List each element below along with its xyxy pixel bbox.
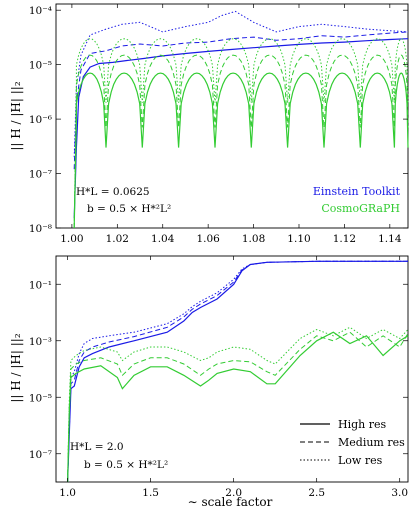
y-tick-label: 10⁻⁷ bbox=[29, 449, 52, 461]
x-tick-label: 3.0 bbox=[391, 487, 408, 499]
bottom-y-axis-label: || H / |H| ||₂ bbox=[9, 333, 23, 402]
x-tick-label: 2.5 bbox=[308, 487, 325, 499]
y-tick-label: 10⁻³ bbox=[29, 336, 52, 348]
x-tick-label: 1.08 bbox=[242, 233, 265, 245]
x-tick-label: 1.0 bbox=[59, 487, 76, 499]
x-tick-label: 1.5 bbox=[142, 487, 159, 499]
top-annotation-b: b = 0.5 × H*²L² bbox=[87, 203, 171, 215]
bottom-x-axis-label: ∼ scale factor bbox=[188, 495, 273, 509]
top-y-axis-label: || H / |H| ||₂ bbox=[9, 81, 23, 150]
bottom-series-line bbox=[67, 260, 408, 483]
x-tick-label: 1.10 bbox=[287, 233, 310, 245]
top-series-line bbox=[73, 38, 409, 229]
y-tick-label: 10⁻⁴ bbox=[29, 5, 52, 17]
bottom-plot-area bbox=[67, 260, 409, 483]
y-tick-label: 10⁻⁸ bbox=[29, 223, 52, 235]
x-tick-label: 2.0 bbox=[225, 487, 242, 499]
legend-cosmograph: CosmoGRaPH bbox=[321, 202, 400, 215]
top-series-line bbox=[73, 31, 409, 170]
x-tick-label: 1.06 bbox=[196, 233, 220, 245]
bottom-series-line bbox=[67, 331, 409, 483]
top-series-line bbox=[73, 38, 409, 219]
top-plot-frame bbox=[55, 3, 409, 229]
bottom-annotation-hl: H*L = 2.0 bbox=[70, 441, 124, 453]
x-tick-label: 1.14 bbox=[378, 233, 402, 245]
bottom-plot-frame bbox=[55, 255, 409, 483]
bottom-series-line bbox=[67, 326, 409, 483]
legend-high-res: High res bbox=[338, 418, 387, 431]
bottom-series-line bbox=[67, 331, 409, 483]
top-axes: 1.00 1.02 1.04 1.06 1.08 1.10 1.12 1.14 10⁻⁸ 10⁻⁷… bbox=[29, 4, 408, 245]
y-tick-label: 10⁻⁵ bbox=[29, 392, 52, 404]
bottom-annotation-b: b = 0.5 × H*²L² bbox=[84, 459, 168, 471]
top-series-line bbox=[73, 10, 409, 158]
top-series-line bbox=[73, 72, 409, 229]
y-tick-label: 10⁻⁵ bbox=[29, 60, 52, 72]
x-tick-label: 1.02 bbox=[106, 233, 129, 245]
x-tick-label: 1.00 bbox=[60, 233, 83, 245]
top-plot-area bbox=[73, 10, 409, 229]
top-series-line bbox=[73, 54, 409, 229]
x-tick-label: 1.04 bbox=[151, 233, 175, 245]
y-tick-label: 10⁻⁶ bbox=[29, 114, 52, 126]
y-tick-label: 10⁻⁷ bbox=[29, 169, 52, 181]
x-tick-label: 1.12 bbox=[333, 233, 356, 245]
top-annotation-hl: H*L = 0.0625 bbox=[76, 186, 150, 198]
legend-medium-res: Medium res bbox=[338, 436, 405, 449]
legend-low-res: Low res bbox=[338, 454, 383, 467]
legend-einstein-toolkit: Einstein Toolkit bbox=[313, 185, 401, 198]
y-tick-label: 10⁻¹ bbox=[29, 279, 52, 291]
bottom-axes: 1.0 1.5 2.0 2.5 3.0 10⁻⁷ 10⁻⁵ 10⁻³ 10⁻¹ bbox=[29, 256, 408, 499]
